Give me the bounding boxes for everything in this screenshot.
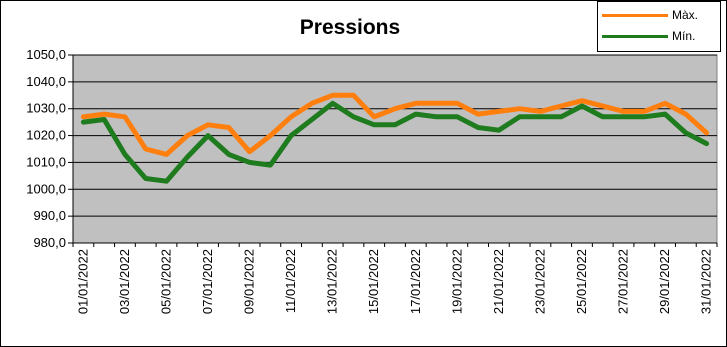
x-tick-label: 13/01/2022	[325, 249, 340, 314]
x-tick-label: 27/01/2022	[616, 249, 631, 314]
x-tick-label: 05/01/2022	[158, 249, 173, 314]
y-tick-label: 1030,0	[26, 101, 66, 116]
y-tick-label: 1050,0	[26, 47, 66, 62]
series-line-max	[80, 92, 710, 157]
legend-line-min	[602, 35, 668, 38]
x-tick-label: 19/01/2022	[449, 249, 464, 314]
y-tick-label: 1040,0	[26, 74, 66, 89]
chart-title: Pressions	[299, 16, 401, 39]
x-tick-label: 17/01/2022	[408, 249, 423, 314]
x-tick-label: 29/01/2022	[657, 249, 672, 314]
x-tick-label: 03/01/2022	[117, 249, 132, 314]
x-tick-label: 09/01/2022	[242, 249, 257, 314]
series-line-min	[80, 100, 710, 184]
x-tick-label: 15/01/2022	[366, 249, 381, 314]
x-tick-label: 31/01/2022	[699, 249, 714, 314]
x-tick-label: 23/01/2022	[532, 249, 547, 314]
x-tick-label: 21/01/2022	[491, 249, 506, 314]
legend-item-max: Màx.	[602, 6, 718, 26]
legend-line-max	[602, 14, 668, 17]
x-tick-label: 01/01/2022	[75, 249, 90, 314]
y-tick-label: 980,0	[33, 235, 66, 250]
x-tick-label: 07/01/2022	[200, 249, 215, 314]
x-tick-label: 11/01/2022	[283, 249, 298, 313]
legend-label-max: Màx.	[672, 8, 699, 22]
legend-item-min: Mín.	[602, 27, 718, 47]
y-tick-label: 1020,0	[26, 128, 66, 143]
y-tick-label: 1010,0	[26, 154, 66, 169]
chart-legend: Màx. Mín.	[597, 1, 721, 52]
y-tick-label: 990,0	[33, 208, 66, 223]
x-tick-label: 25/01/2022	[574, 249, 589, 314]
y-tick-label: 1000,0	[26, 181, 66, 196]
legend-label-min: Mín.	[672, 29, 696, 43]
